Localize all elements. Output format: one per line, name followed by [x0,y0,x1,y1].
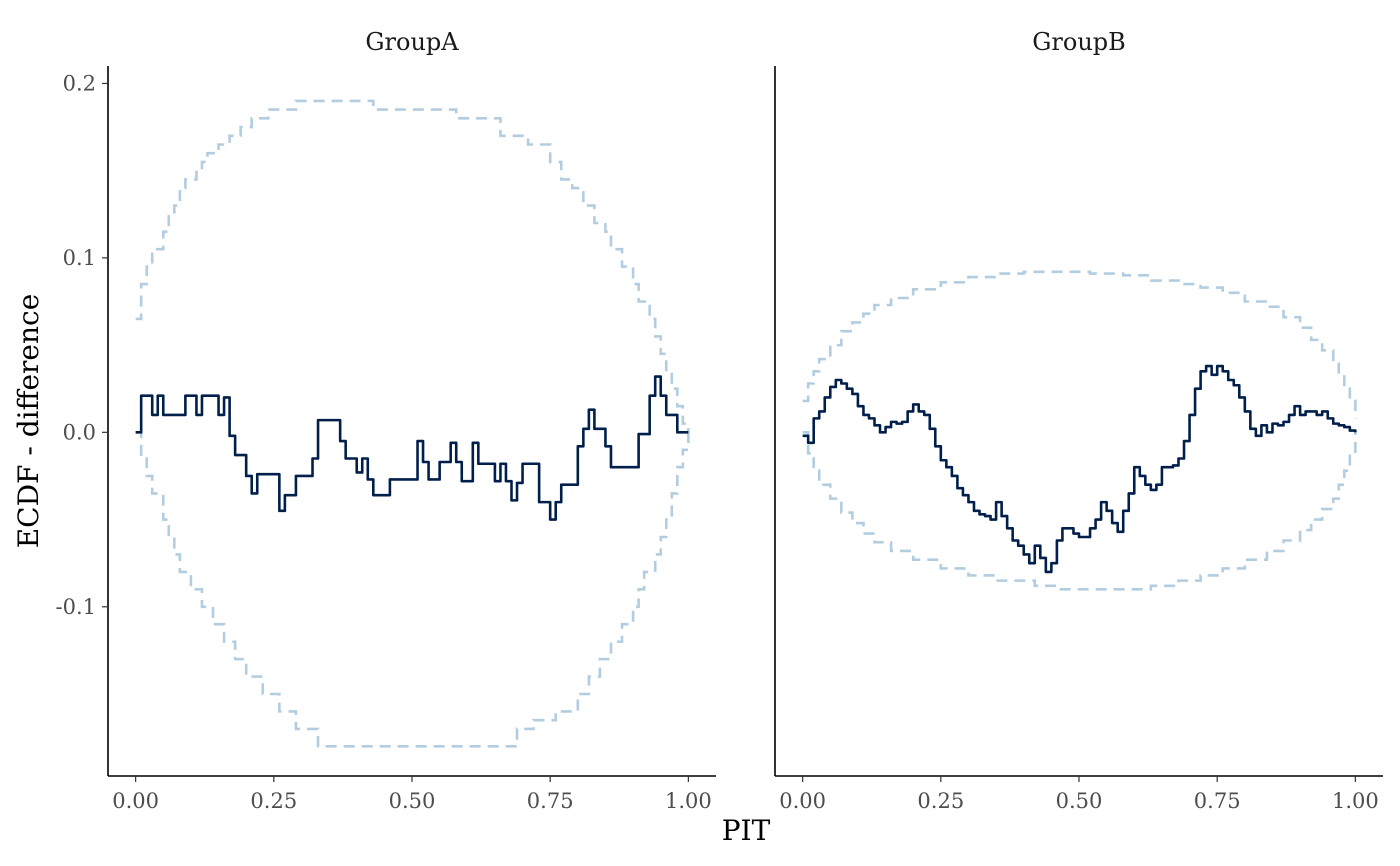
band-lower-line [135,431,690,748]
ecdf-difference-line [135,375,689,521]
x-tick-label: 1.00 [1332,789,1379,813]
x-tick-label: 0.00 [112,789,159,813]
y-tick-label: 0.0 [63,420,96,444]
x-axis-title: PIT [722,814,771,847]
y-tick-label: 0.1 [63,246,96,270]
ecdf-difference-line [802,364,1357,574]
x-tick-label: 0.00 [779,789,826,813]
x-tick-label: 0.50 [389,789,436,813]
facet-panel-1: GroupB 0.00 0.25 0.50 0.75 1.00 [774,28,1383,813]
band-lower-line [802,431,1357,591]
x-tick-label: 0.25 [917,789,964,813]
x-tick-label: 0.75 [527,789,574,813]
y-tick-label: -0.1 [56,595,97,619]
y-axis-title: ECDF - difference [12,294,45,549]
x-tick-label: 0.25 [250,789,297,813]
facet-panel-0: GroupA 0.00 0.25 0.50 0.75 1.00 0.2 0.1 0.0 -0.1 [56,28,716,813]
x-tick-label: 1.00 [665,789,712,813]
x-tick-label: 0.75 [1194,789,1241,813]
band-upper-line [135,99,690,433]
facet-title: GroupA [365,28,459,56]
band-upper-line [802,270,1357,419]
y-tick-label: 0.2 [63,71,96,95]
facet-title: GroupB [1032,28,1126,56]
x-tick-label: 0.50 [1056,789,1103,813]
